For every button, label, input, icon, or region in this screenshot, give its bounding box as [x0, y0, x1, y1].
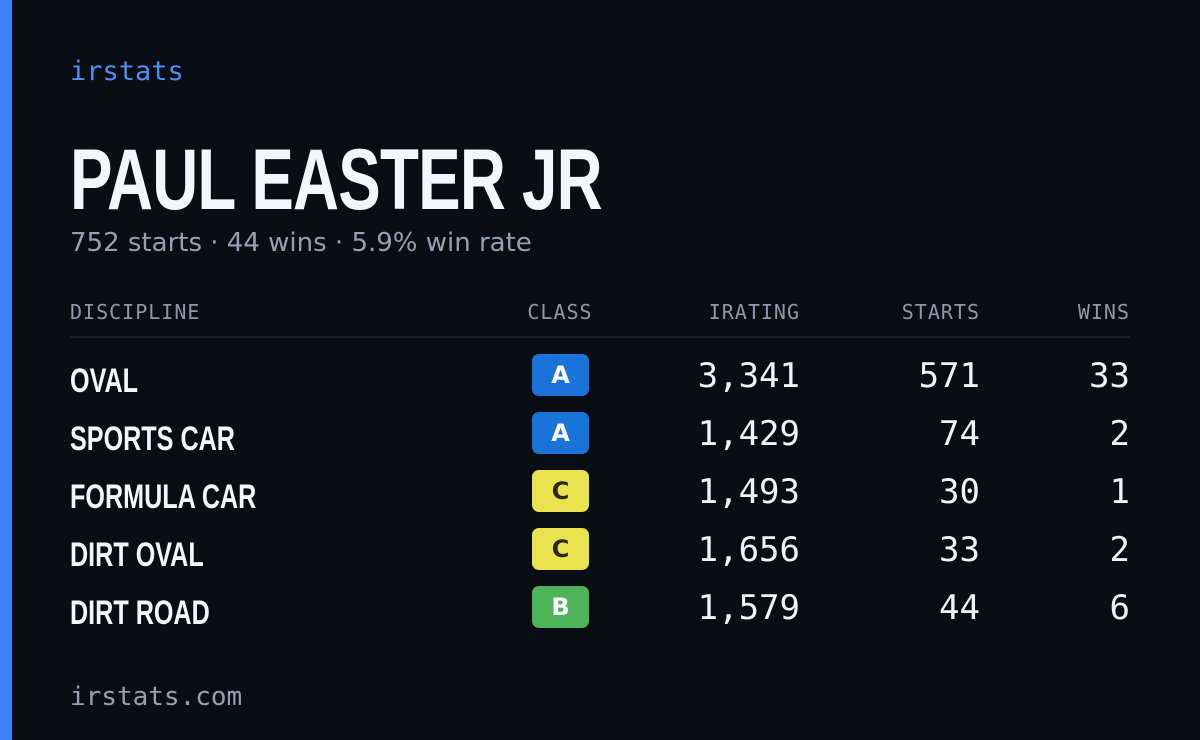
- discipline: DIRT ROAD: [70, 594, 210, 632]
- irating: 3,341: [697, 356, 800, 396]
- header-rule: [70, 336, 1130, 338]
- column-header: DISCIPLINE: [70, 300, 201, 324]
- irating: 1,429: [697, 414, 800, 454]
- class-badge: C: [532, 470, 589, 512]
- player-name: PAUL EASTER JR: [70, 132, 603, 228]
- discipline: DIRT OVAL: [70, 536, 204, 574]
- irating: 1,579: [697, 588, 800, 628]
- class-badge: A: [532, 412, 589, 454]
- wins: 2: [1109, 414, 1130, 454]
- accent-bar: [0, 0, 12, 740]
- starts: 33: [939, 530, 980, 570]
- brand: irstats: [70, 56, 184, 87]
- column-header: WINS: [1077, 300, 1130, 324]
- starts: 74: [939, 414, 980, 454]
- discipline: SPORTS CAR: [70, 420, 235, 458]
- class-badge: B: [532, 586, 589, 628]
- irating: 1,493: [697, 472, 800, 512]
- summary: 752 starts · 44 wins · 5.9% win rate: [70, 228, 532, 258]
- discipline: OVAL: [70, 362, 139, 400]
- wins: 33: [1089, 356, 1130, 396]
- column-header: CLASS: [527, 300, 593, 324]
- starts: 44: [939, 588, 980, 628]
- discipline: FORMULA CAR: [70, 478, 257, 516]
- footer: irstats.com: [70, 682, 243, 712]
- starts: 571: [918, 356, 980, 396]
- wins: 6: [1109, 588, 1130, 628]
- wins: 2: [1109, 530, 1130, 570]
- starts: 30: [939, 472, 980, 512]
- class-badge: A: [532, 354, 589, 396]
- irating: 1,656: [697, 530, 800, 570]
- wins: 1: [1109, 472, 1130, 512]
- column-header: STARTS: [901, 300, 980, 324]
- class-badge: C: [532, 528, 589, 570]
- column-header: IRATING: [708, 300, 800, 324]
